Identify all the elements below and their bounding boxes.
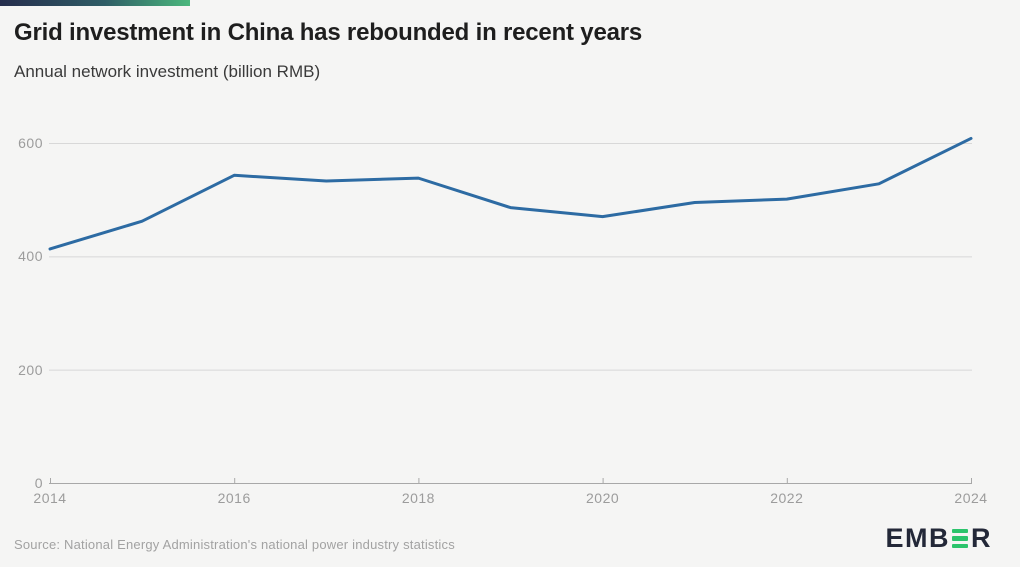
- source-note: Source: National Energy Administration's…: [14, 537, 455, 552]
- data-line-series: [48, 136, 973, 251]
- chart-subtitle: Annual network investment (billion RMB): [14, 62, 321, 81]
- logo-text-right: R: [971, 523, 992, 553]
- logo-text-left: EMB: [885, 523, 950, 553]
- accent-bar: [0, 0, 190, 6]
- ember-logo: EMB R: [886, 525, 993, 552]
- logo-e-bars-icon: [952, 528, 968, 549]
- chart-title: Grid investment in China has rebounded i…: [14, 19, 643, 46]
